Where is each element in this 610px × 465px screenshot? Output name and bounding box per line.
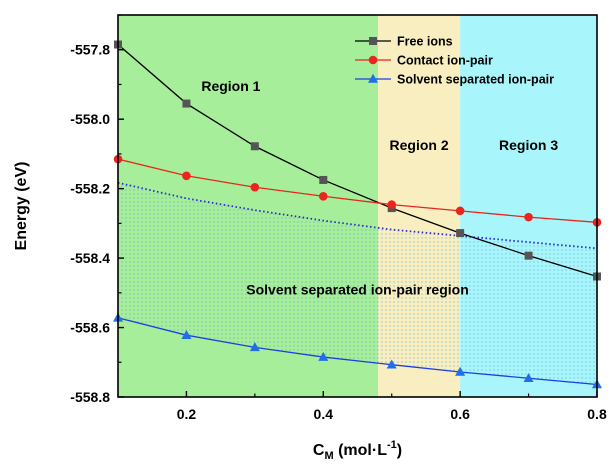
x-axis-title-sup: -1 bbox=[387, 439, 397, 451]
data-point-contact-ion-pair bbox=[182, 171, 191, 181]
data-point-contact-ion-pair bbox=[318, 191, 328, 201]
y-tick-label: -558.6 bbox=[70, 320, 110, 336]
y-tick-label: -558.2 bbox=[70, 181, 110, 197]
legend: Free ions Contact ion-pair Solvent separat… bbox=[355, 35, 554, 87]
y-axis-title: Energy (eV) bbox=[13, 162, 30, 251]
x-axis-title-unit: (mol·L bbox=[334, 442, 388, 459]
data-point-solvent-separated-ion-pair bbox=[181, 329, 192, 339]
x-axis-title-sub: M bbox=[324, 450, 333, 462]
regions-layer bbox=[118, 15, 597, 397]
x-tick-label: 0.6 bbox=[450, 406, 470, 422]
x-tick-label: 0.8 bbox=[587, 406, 607, 422]
data-point-free-ions bbox=[250, 142, 259, 151]
y-tick-label: -558.4 bbox=[70, 250, 110, 266]
legend-entry-solvent-separated-ion-pair: Solvent separated ion-pair bbox=[355, 73, 554, 87]
region-labels: Region 1 Region 2 Region 3 bbox=[201, 78, 558, 153]
y-tick-label: -558.8 bbox=[70, 389, 110, 405]
region-label-2: Region 2 bbox=[390, 137, 449, 153]
axes-layer: 0.2 0.4 0.6 0.8 -558.8 -558.6 -558.4 -558.2 -558… bbox=[70, 14, 607, 422]
solvent-separated-region-shading bbox=[118, 182, 597, 385]
plot-frame bbox=[117, 14, 598, 398]
series-line-solvent-separated-ion-pair bbox=[117, 317, 598, 386]
data-point-free-ions bbox=[456, 229, 465, 238]
data-point-contact-ion-pair bbox=[455, 206, 465, 216]
data-point-contact-ion-pair bbox=[524, 212, 533, 222]
region-label-1: Region 1 bbox=[201, 78, 260, 94]
data-point-solvent-separated-ion-pair bbox=[318, 351, 329, 361]
data-point-free-ions bbox=[182, 99, 191, 108]
y-tick-label: -557.8 bbox=[70, 42, 110, 58]
series-line-contact-ion-pair bbox=[117, 158, 598, 223]
legend-marker bbox=[368, 55, 378, 65]
series-line-free-ions bbox=[117, 44, 598, 278]
legend-label: Solvent separated ion-pair bbox=[397, 73, 554, 87]
legend-label: Contact ion-pair bbox=[397, 54, 493, 68]
legend-entry-free-ions: Free ions bbox=[355, 35, 453, 49]
y-tick-label: -558.0 bbox=[70, 111, 110, 127]
data-point-free-ions bbox=[524, 251, 533, 260]
x-tick-label: 0.2 bbox=[177, 406, 197, 422]
legend-marker bbox=[368, 73, 378, 83]
data-point-free-ions bbox=[319, 175, 328, 184]
data-point-solvent-separated-ion-pair bbox=[249, 342, 260, 352]
region-label-3: Region 3 bbox=[499, 137, 558, 153]
data-point-contact-ion-pair bbox=[250, 182, 260, 192]
data-point-solvent-separated-ion-pair bbox=[455, 366, 466, 376]
x-tick-label: 0.4 bbox=[314, 406, 334, 422]
legend-label: Free ions bbox=[397, 35, 453, 49]
legend-entry-contact-ion-pair: Contact ion-pair bbox=[355, 54, 493, 68]
annotation-solvent-separated-region: Solvent separated ion-pair region bbox=[246, 281, 469, 297]
x-axis-title: CM (mol·L-1) bbox=[313, 439, 402, 462]
legend-marker bbox=[369, 37, 377, 45]
series-contact-ion-pair bbox=[113, 154, 602, 227]
x-axis-title-close: ) bbox=[397, 442, 402, 459]
data-point-solvent-separated-ion-pair bbox=[386, 359, 397, 369]
data-point-contact-ion-pair bbox=[387, 200, 397, 209]
data-point-solvent-separated-ion-pair bbox=[523, 373, 534, 383]
x-axis-title-main: C bbox=[313, 442, 325, 459]
